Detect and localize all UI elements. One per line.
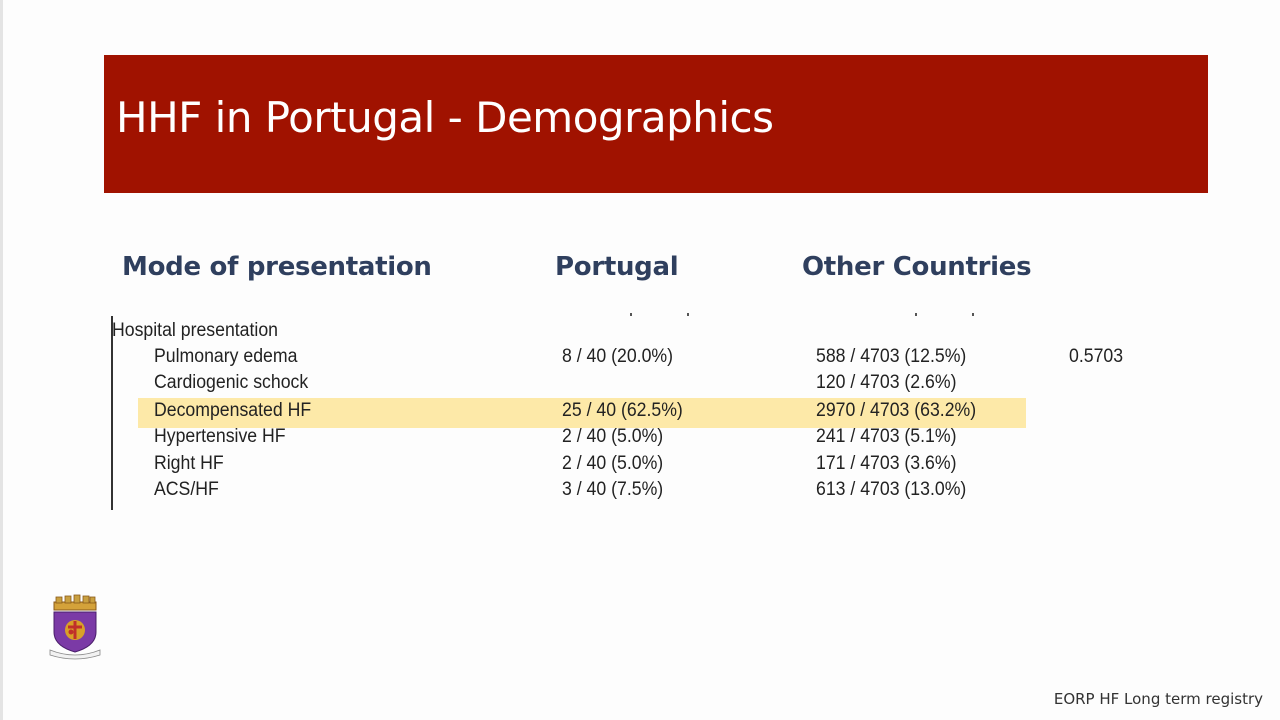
slide-title: HHF in Portugal - Demographics (116, 93, 774, 142)
section-label: Hospital presentation (112, 320, 279, 341)
portugal-value: 2 / 40 (5.0%) (562, 426, 664, 447)
header-portugal: Portugal (555, 252, 679, 282)
header-other-countries: Other Countries (802, 252, 1032, 282)
footer-text: EORP HF Long term registry (1053, 690, 1263, 708)
row-label: Cardiogenic schock (154, 372, 309, 393)
row-label: ACS/HF (154, 479, 219, 500)
table-crop-mark (630, 313, 632, 316)
row-label: Decompensated HF (154, 400, 312, 421)
coat-of-arms-icon (48, 594, 102, 660)
table-crop-mark (972, 313, 974, 316)
other-countries-value: 241 / 4703 (5.1%) (816, 426, 957, 447)
p-value: 0.5703 (1069, 346, 1124, 367)
portugal-value: 25 / 40 (62.5%) (562, 400, 683, 421)
slide-edge (0, 0, 3, 720)
other-countries-value: 171 / 4703 (3.6%) (816, 453, 957, 474)
table-crop-mark (915, 313, 917, 316)
title-banner: HHF in Portugal - Demographics (104, 55, 1208, 193)
portugal-value: 2 / 40 (5.0%) (562, 453, 664, 474)
row-label: Hypertensive HF (154, 426, 286, 447)
row-label: Pulmonary edema (154, 346, 298, 367)
table-left-rule (111, 316, 113, 510)
header-mode-of-presentation: Mode of presentation (122, 252, 432, 282)
other-countries-value: 588 / 4703 (12.5%) (816, 346, 967, 367)
row-highlight (138, 398, 1026, 428)
portugal-value: 3 / 40 (7.5%) (562, 479, 664, 500)
table-crop-mark (687, 313, 689, 316)
other-countries-value: 613 / 4703 (13.0%) (816, 479, 967, 500)
row-label: Right HF (154, 453, 224, 474)
other-countries-value: 2970 / 4703 (63.2%) (816, 400, 977, 421)
other-countries-value: 120 / 4703 (2.6%) (816, 372, 957, 393)
portugal-value: 8 / 40 (20.0%) (562, 346, 673, 367)
